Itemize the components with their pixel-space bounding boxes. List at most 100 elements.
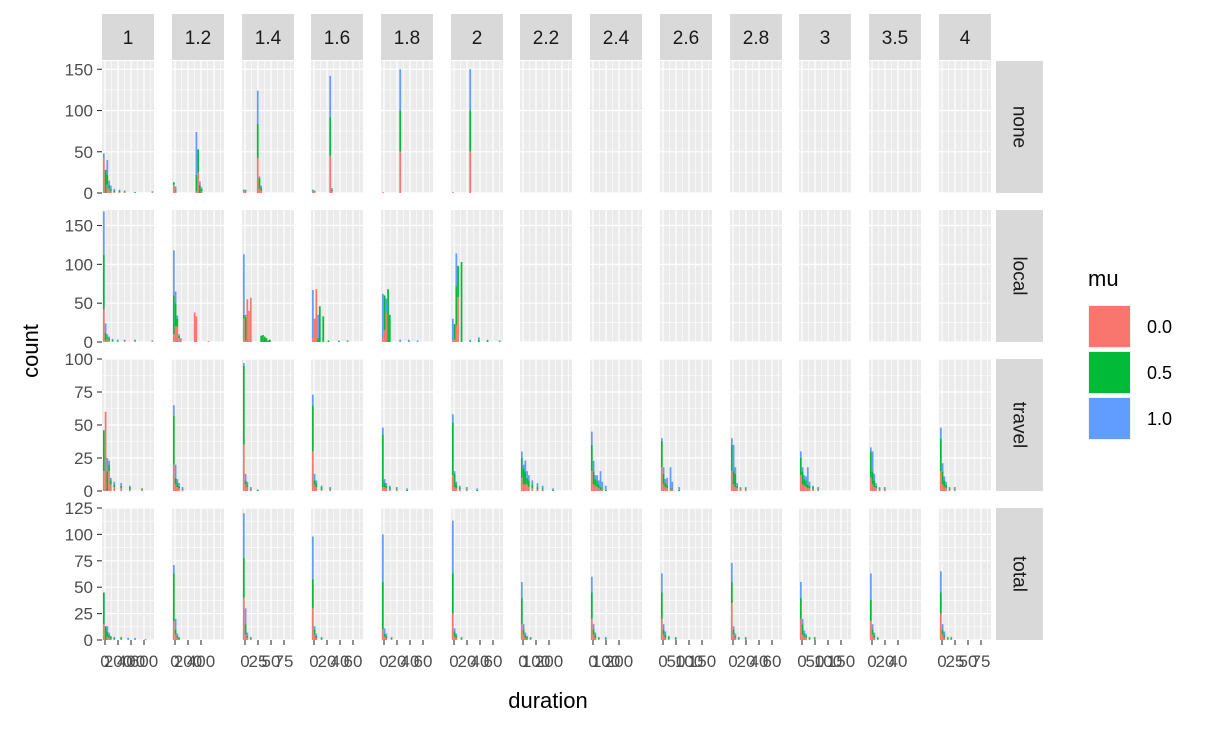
histogram-bar-mu-0.5 (173, 182, 175, 185)
histogram-bar-mu-1.0 (476, 488, 478, 490)
histogram-bar-mu-0.5 (943, 634, 946, 638)
row-strip-0 (996, 61, 1043, 193)
x-tick-label: 150 (827, 652, 855, 671)
histogram-bar-mu-0.5 (940, 592, 942, 614)
histogram-bar-mu-0.0 (120, 488, 123, 491)
histogram-bar-mu-0.0 (871, 634, 874, 640)
histogram-bar-mu-1.0 (103, 153, 105, 159)
histogram-bar-mu-1.0 (200, 187, 203, 189)
histogram-bar-mu-0.5 (526, 477, 528, 485)
histogram-bar-mu-0.0 (873, 487, 876, 491)
histogram-bar-mu-0.5 (385, 485, 388, 489)
panel-bg (102, 210, 154, 342)
y-axis-title: count (18, 324, 43, 378)
histogram-bar-mu-1.0 (671, 481, 674, 489)
histogram-bar-mu-1.0 (244, 608, 247, 625)
histogram-bar-mu-0.0 (739, 489, 742, 491)
histogram-bar-mu-0.0 (243, 444, 245, 491)
histogram-bar-mu-0.0 (662, 484, 665, 491)
histogram-bar-mu-0.0 (383, 487, 386, 491)
histogram-bar-mu-0.5 (312, 405, 314, 452)
histogram-bar-mu-0.0 (243, 597, 245, 640)
histogram-bar-mu-1.0 (106, 334, 109, 338)
histogram-bar-mu-0.5 (246, 635, 249, 638)
x-tick-label: 40 (471, 652, 490, 671)
histogram-bar-mu-0.0 (664, 637, 667, 640)
histogram-bar-mu-1.0 (127, 637, 129, 639)
histogram-bar-mu-1.0 (116, 339, 119, 341)
histogram-bar-mu-0.5 (732, 629, 735, 635)
histogram-bar-mu-0.0 (388, 489, 391, 491)
histogram-bar-mu-0.5 (592, 629, 595, 635)
histogram-bar-mu-0.0 (181, 489, 184, 491)
x-tick-label: 0 (728, 652, 737, 671)
histogram-bar-mu-0.0 (113, 192, 116, 194)
histogram-bar-mu-1.0 (382, 427, 384, 435)
x-tick-label: 0 (309, 652, 318, 671)
histogram-bar-mu-0.5 (103, 255, 105, 310)
col-strip-label: 1.6 (324, 28, 350, 49)
histogram-bar-mu-1.0 (383, 479, 386, 484)
x-tick-label: 40 (889, 652, 908, 671)
histogram-bar-mu-0.0 (669, 489, 672, 491)
histogram-bar-mu-1.0 (664, 479, 667, 484)
histogram-bar-mu-0.5 (662, 629, 665, 635)
legend-label: 0.0 (1147, 317, 1172, 337)
histogram-bar-mu-0.0 (805, 487, 807, 491)
histogram-bar-mu-1.0 (953, 487, 956, 489)
histogram-bar-mu-0.0 (941, 484, 944, 491)
histogram-bar-mu-0.0 (455, 488, 458, 491)
histogram-bar-mu-0.0 (878, 489, 881, 491)
x-tick-label: 200 (535, 652, 563, 671)
histogram-bar-mu-0.0 (805, 637, 807, 640)
histogram-bar-mu-0.5 (243, 557, 245, 598)
histogram-bar-mu-0.5 (197, 149, 199, 173)
histogram-bar-mu-1.0 (174, 186, 177, 190)
histogram-bar-mu-0.0 (664, 487, 667, 491)
histogram-bar-mu-1.0 (597, 636, 600, 638)
histogram-bar-mu-0.5 (320, 487, 323, 490)
histogram-bar-mu-1.0 (173, 405, 175, 416)
x-tick-label: 25 (946, 652, 965, 671)
histogram-bar-mu-0.0 (243, 318, 245, 342)
panel-bg (172, 210, 224, 342)
histogram-bar-mu-1.0 (174, 464, 177, 478)
col-strip-label: 2.8 (743, 28, 769, 49)
histogram-bar-mu-0.5 (244, 624, 247, 635)
panel-bars (173, 405, 184, 491)
histogram-bar-mu-1.0 (521, 451, 523, 458)
histogram-bar-mu-1.0 (666, 477, 668, 485)
histogram-bar-mu-1.0 (808, 636, 811, 638)
histogram-bar-mu-0.5 (744, 488, 747, 490)
panel-bars (661, 438, 681, 491)
histogram-bar-mu-0.5 (469, 110, 472, 152)
histogram-bar-mu-0.5 (521, 597, 523, 625)
histogram-bar-mu-0.5 (800, 458, 802, 476)
histogram-bar-mu-1.0 (744, 636, 747, 638)
histogram-bar-mu-0.0 (594, 637, 597, 640)
histogram-bar-mu-1.0 (406, 488, 408, 490)
histogram-bar-mu-1.0 (883, 487, 886, 489)
x-tick-label: 60 (414, 652, 433, 671)
histogram-bar-mu-0.5 (803, 479, 806, 486)
histogram-bar-mu-0.0 (875, 488, 877, 491)
histogram-bar-mu-1.0 (120, 636, 123, 638)
histogram-bar-mu-1.0 (385, 633, 388, 636)
histogram-bar-mu-0.5 (244, 317, 247, 341)
y-tick-label: 50 (74, 294, 93, 313)
histogram-bar-mu-0.0 (103, 624, 105, 640)
histogram-bar-mu-1.0 (176, 633, 179, 636)
histogram-bar-mu-0.0 (941, 634, 944, 640)
y-tick-label: 0 (84, 631, 93, 650)
histogram-bar-mu-0.0 (249, 489, 252, 491)
panel-bars (312, 289, 349, 342)
histogram-bar-mu-0.5 (592, 471, 595, 485)
x-tick-label: 20 (318, 652, 337, 671)
y-tick-label: 50 (74, 416, 93, 435)
histogram-bar-mu-1.0 (317, 314, 319, 339)
histogram-bar-mu-1.0 (151, 191, 154, 193)
histogram-bar-mu-1.0 (108, 180, 110, 185)
histogram-bar-mu-0.5 (249, 488, 252, 490)
x-tick-label: 20 (458, 652, 477, 671)
x-tick-label: 200 (605, 652, 633, 671)
